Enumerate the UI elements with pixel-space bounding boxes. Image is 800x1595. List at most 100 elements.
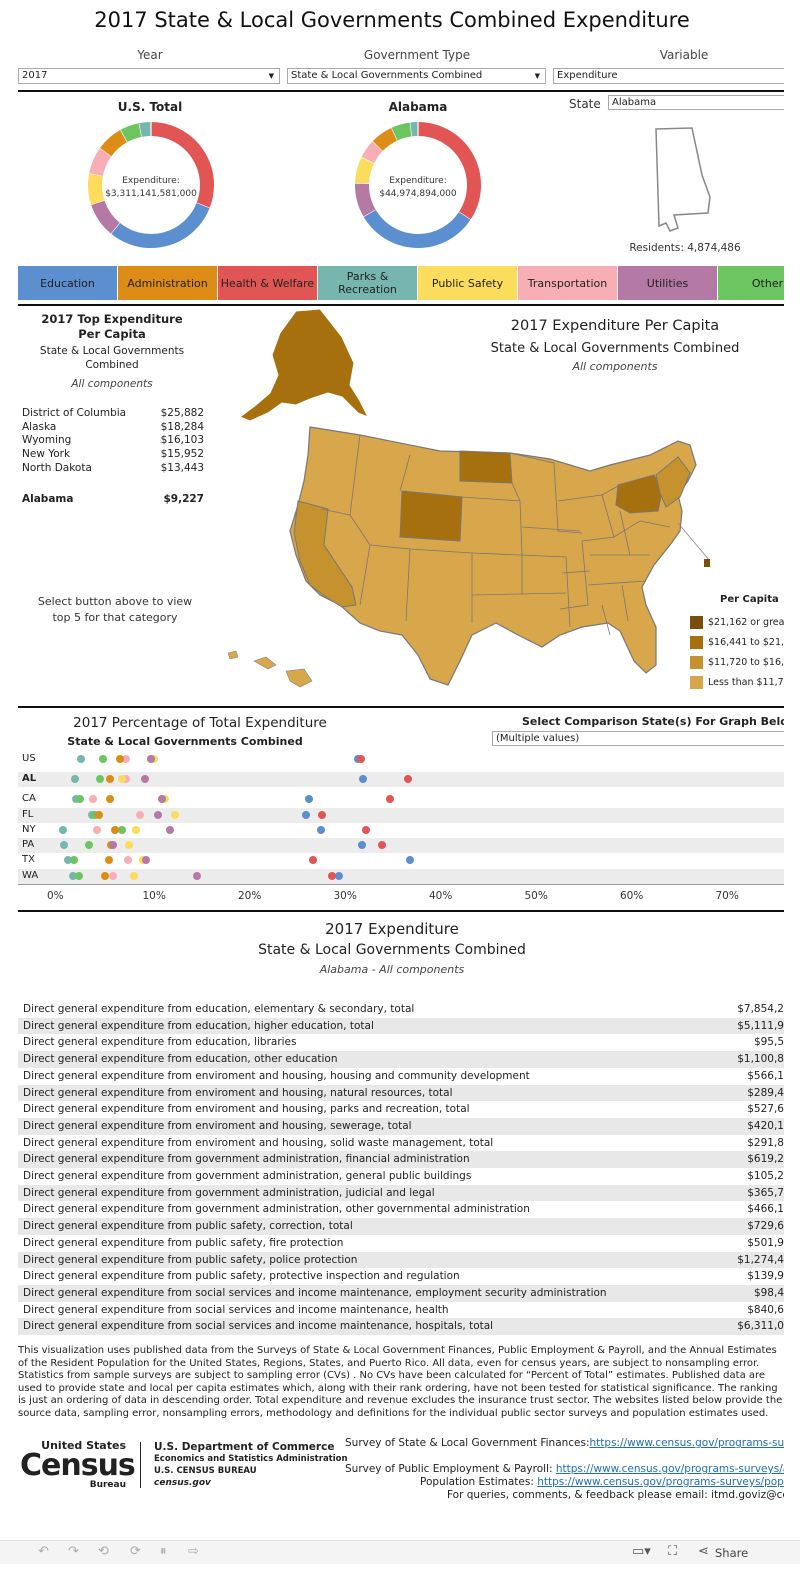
- dot-utilities[interactable]: [165, 826, 174, 834]
- us-choropleth-map[interactable]: [210, 305, 710, 703]
- category-button-utilities[interactable]: Utilities: [618, 266, 718, 300]
- dot-education[interactable]: [334, 872, 343, 880]
- pause-icon[interactable]: ⏸: [160, 1544, 167, 1559]
- category-button-education[interactable]: Education: [18, 266, 118, 300]
- us-slice-transportation[interactable]: [89, 147, 112, 177]
- dot-other[interactable]: [74, 872, 83, 880]
- dot-administration[interactable]: [104, 856, 113, 864]
- table-row[interactable]: Direct general expenditure from envirome…: [18, 1084, 784, 1102]
- category-button-parks[interactable]: Parks & Recreation: [318, 266, 418, 300]
- dot-administration[interactable]: [105, 795, 114, 803]
- dot-health-welfare[interactable]: [377, 841, 386, 849]
- al-slice-other[interactable]: [391, 122, 413, 141]
- table-row[interactable]: Direct general expenditure from public s…: [18, 1218, 784, 1235]
- dot-education[interactable]: [302, 811, 311, 819]
- year-select[interactable]: 2017 ▼: [18, 68, 280, 84]
- dot-other[interactable]: [70, 856, 79, 864]
- table-row[interactable]: Direct general expenditure from envirome…: [18, 1101, 784, 1118]
- dot-other[interactable]: [95, 775, 104, 783]
- dot-parks[interactable]: [58, 826, 67, 834]
- fullscreen-icon[interactable]: ⛶: [668, 1544, 678, 1559]
- dot-utilities[interactable]: [158, 795, 167, 803]
- dot-health-welfare[interactable]: [308, 856, 317, 864]
- table-row[interactable]: Direct general expenditure from public s…: [18, 1235, 784, 1252]
- dot-health-welfare[interactable]: [404, 775, 413, 783]
- dot-health-welfare[interactable]: [328, 872, 337, 880]
- al-slice-education[interactable]: [363, 209, 471, 248]
- dot-education[interactable]: [305, 795, 314, 803]
- table-row[interactable]: Direct general expenditure from educatio…: [18, 1034, 784, 1051]
- gov-type-select[interactable]: State & Local Governments Combined ▼: [287, 68, 546, 84]
- dot-administration[interactable]: [116, 755, 125, 763]
- table-row[interactable]: Direct general expenditure from envirome…: [18, 1135, 784, 1152]
- dot-utilities[interactable]: [146, 755, 155, 763]
- us-slice-parks[interactable]: [139, 122, 152, 137]
- dot-utilities[interactable]: [109, 841, 118, 849]
- dot-utilities[interactable]: [141, 856, 150, 864]
- source-feedback-email[interactable]: itmd.goviz@census.gov: [711, 1489, 784, 1501]
- al-slice-administration[interactable]: [372, 127, 398, 152]
- table-row[interactable]: Direct general expenditure from governme…: [18, 1151, 784, 1168]
- redo-icon[interactable]: ↷: [68, 1544, 79, 1559]
- dot-other[interactable]: [117, 826, 126, 834]
- dot-health-welfare[interactable]: [318, 811, 327, 819]
- al-slice-health-welfare[interactable]: [417, 122, 481, 220]
- table-row[interactable]: Direct general expenditure from governme…: [18, 1201, 784, 1218]
- dot-education[interactable]: [316, 826, 325, 834]
- dot-parks[interactable]: [76, 755, 85, 763]
- dot-parks[interactable]: [59, 841, 68, 849]
- dot-utilities[interactable]: [154, 811, 163, 819]
- undo-icon[interactable]: ↶: [38, 1544, 49, 1559]
- table-row[interactable]: Direct general expenditure from envirome…: [18, 1068, 784, 1085]
- al-slice-transportation[interactable]: [361, 141, 383, 164]
- refresh-icon[interactable]: ⟳: [130, 1544, 141, 1559]
- category-button-other[interactable]: Other: [718, 266, 784, 300]
- dot-administration[interactable]: [100, 872, 109, 880]
- table-row[interactable]: Direct general expenditure from educatio…: [18, 1001, 784, 1018]
- variable-select[interactable]: Expenditure: [553, 68, 784, 84]
- dot-other[interactable]: [98, 755, 107, 763]
- category-button-public-safety[interactable]: Public Safety: [418, 266, 518, 300]
- category-button-administration[interactable]: Administration: [118, 266, 218, 300]
- table-row[interactable]: Direct general expenditure from social s…: [18, 1302, 784, 1319]
- compare-select[interactable]: (Multiple values): [492, 731, 784, 746]
- alabama-donut[interactable]: [353, 120, 483, 250]
- table-row[interactable]: Direct general expenditure from educatio…: [18, 1051, 784, 1068]
- us-total-donut[interactable]: [86, 120, 216, 250]
- share-icon[interactable]: ⋖: [698, 1544, 709, 1559]
- dot-parks[interactable]: [69, 872, 78, 880]
- dot-health-welfare[interactable]: [386, 795, 395, 803]
- dot-transportation[interactable]: [89, 795, 98, 803]
- table-row[interactable]: Direct general expenditure from envirome…: [18, 1117, 784, 1135]
- dot-public-safety[interactable]: [117, 775, 126, 783]
- source-population-link[interactable]: https://www.census.gov/programs-surveys/…: [537, 1476, 784, 1488]
- category-button-transportation[interactable]: Transportation: [518, 266, 618, 300]
- dot-administration[interactable]: [95, 811, 104, 819]
- table-row[interactable]: Direct general expenditure from social s…: [18, 1284, 784, 1302]
- dot-transportation[interactable]: [93, 826, 102, 834]
- table-row[interactable]: Direct general expenditure from governme…: [18, 1168, 784, 1185]
- dot-parks[interactable]: [63, 856, 72, 864]
- table-row[interactable]: Direct general expenditure from public s…: [18, 1268, 784, 1285]
- table-row[interactable]: Direct general expenditure from governme…: [18, 1184, 784, 1202]
- dot-education[interactable]: [406, 856, 415, 864]
- us-slice-education[interactable]: [110, 202, 210, 248]
- dot-transportation[interactable]: [136, 811, 145, 819]
- dot-health-welfare[interactable]: [362, 826, 371, 834]
- dot-public-safety[interactable]: [132, 826, 141, 834]
- al-slice-utilities[interactable]: [355, 183, 376, 217]
- dot-utilities[interactable]: [193, 872, 202, 880]
- us-slice-utilities[interactable]: [91, 199, 120, 234]
- dot-administration[interactable]: [106, 775, 115, 783]
- dot-education[interactable]: [358, 775, 367, 783]
- dot-other[interactable]: [85, 841, 94, 849]
- us-slice-other[interactable]: [120, 123, 143, 143]
- dot-public-safety[interactable]: [124, 841, 133, 849]
- table-row[interactable]: Direct general expenditure from public s…: [18, 1251, 784, 1269]
- dot-transportation[interactable]: [121, 755, 130, 763]
- revert-icon[interactable]: ⟲: [98, 1544, 109, 1559]
- us-slice-administration[interactable]: [100, 129, 128, 157]
- dot-transportation[interactable]: [109, 872, 118, 880]
- device-layout-icon[interactable]: ▭▾: [632, 1544, 651, 1559]
- dot-parks[interactable]: [71, 775, 80, 783]
